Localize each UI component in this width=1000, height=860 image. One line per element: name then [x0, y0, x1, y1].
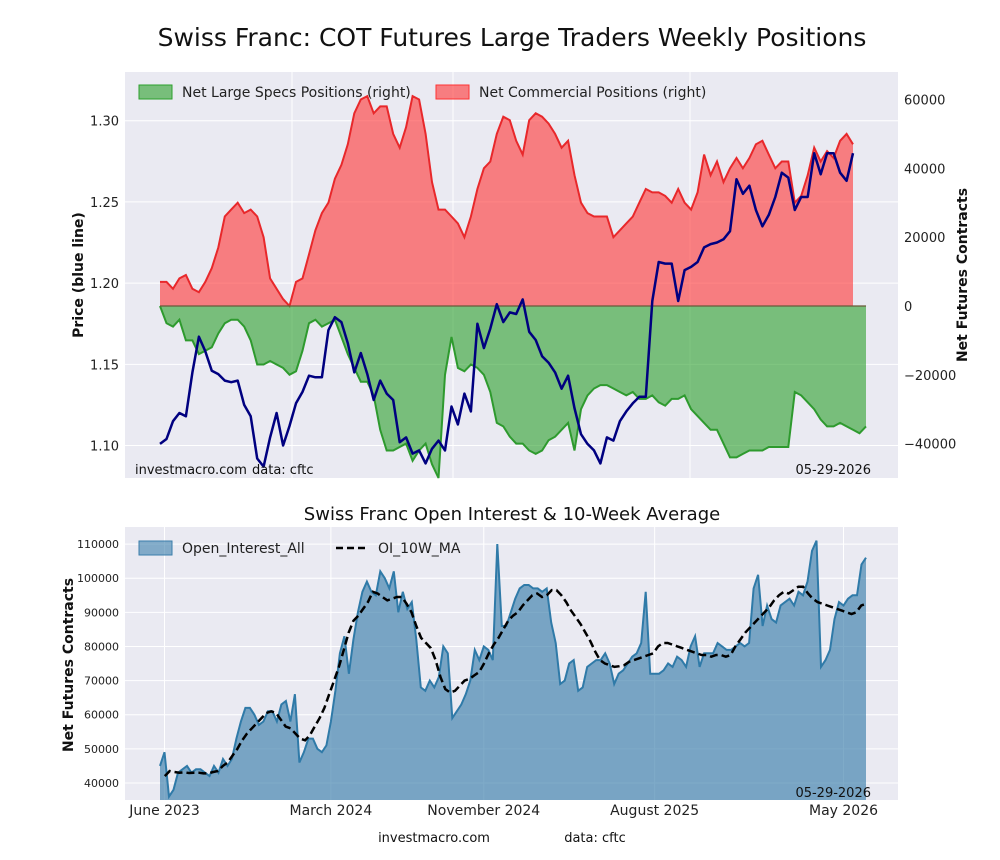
legend-swatch-oi: [138, 540, 173, 556]
bottom-source: data: cftc: [564, 831, 626, 846]
legend-swatch-specs: [138, 84, 173, 100]
net-large-specs-line: [159, 305, 867, 479]
top-right-tick-label: 20000: [904, 231, 945, 246]
top-left-axis-ticks: 1.10 1.15 1.20 1.25 1.30: [90, 115, 119, 455]
bottom-axis-ticks: 40000 50000 60000 70000 80000 90000 100000 1100…: [77, 538, 119, 790]
bottom-axis-label: Net Futures Contracts: [61, 578, 77, 752]
top-source: data: cftc: [252, 463, 314, 478]
oi-10-week-ma-line: [163, 585, 867, 777]
top-right-tick-label: −20000: [904, 369, 956, 384]
bottom-tick-label: 100000: [77, 572, 119, 585]
top-chart: Swiss Franc: COT Futures Large Traders W…: [71, 23, 971, 479]
bottom-date-label: 05-29-2026: [795, 786, 871, 801]
bottom-chart-title: Swiss Franc Open Interest & 10-Week Aver…: [304, 504, 720, 525]
bottom-tick-label: 110000: [77, 538, 119, 551]
x-tick-label: August 2025: [610, 803, 699, 819]
top-right-axis-label: Net Futures Contracts: [955, 188, 971, 362]
x-axis-ticks: June 2023 March 2024 November 2024 August 2…: [128, 803, 878, 819]
top-right-tick-label: 60000: [904, 94, 945, 109]
x-tick-label: March 2024: [289, 803, 372, 819]
net-commercial-area: [160, 96, 853, 306]
legend-label-commercial: Net Commercial Positions (right): [479, 85, 706, 101]
top-right-axis-ticks: −40000 −20000 0 20000 40000 60000: [904, 94, 956, 453]
top-left-axis-label: Price (blue line): [71, 212, 87, 338]
x-tick-label: November 2024: [427, 803, 540, 819]
x-tick-label: June 2023: [128, 803, 200, 819]
top-left-tick-label: 1.30: [90, 115, 119, 130]
top-left-tick-label: 1.10: [90, 440, 119, 455]
top-right-tick-label: −40000: [904, 438, 956, 453]
legend-label-specs: Net Large Specs Positions (right): [182, 85, 411, 101]
bottom-watermark: investmacro.com: [378, 831, 490, 846]
top-right-tick-label: 0: [904, 300, 912, 315]
top-left-tick-label: 1.25: [90, 196, 119, 211]
bottom-tick-label: 50000: [84, 743, 119, 756]
legend-label-ma: OI_10W_MA: [378, 541, 461, 557]
bottom-tick-label: 40000: [84, 777, 119, 790]
bottom-tick-label: 90000: [84, 606, 119, 619]
top-left-tick-label: 1.15: [90, 358, 119, 373]
legend-swatch-commercial: [435, 84, 470, 100]
legend-label-oi: Open_Interest_All: [182, 541, 305, 557]
bottom-tick-label: 70000: [84, 675, 119, 688]
price-line: [159, 151, 855, 468]
bottom-tick-label: 60000: [84, 709, 119, 722]
top-left-tick-label: 1.20: [90, 277, 119, 292]
open-interest-line: [159, 540, 867, 800]
bottom-tick-label: 80000: [84, 640, 119, 653]
top-area-series: [159, 94, 867, 479]
top-watermark: investmacro.com: [135, 463, 247, 478]
net-commercial-line: [160, 94, 854, 309]
top-chart-title: Swiss Franc: COT Futures Large Traders W…: [158, 23, 867, 52]
bottom-chart: Swiss Franc Open Interest & 10-Week Aver…: [61, 504, 898, 846]
top-date-label: 05-29-2026: [795, 463, 871, 478]
open-interest-area: [160, 540, 866, 800]
x-tick-label: May 2026: [809, 803, 878, 819]
top-right-tick-label: 40000: [904, 162, 945, 177]
net-large-specs-area: [160, 306, 866, 478]
